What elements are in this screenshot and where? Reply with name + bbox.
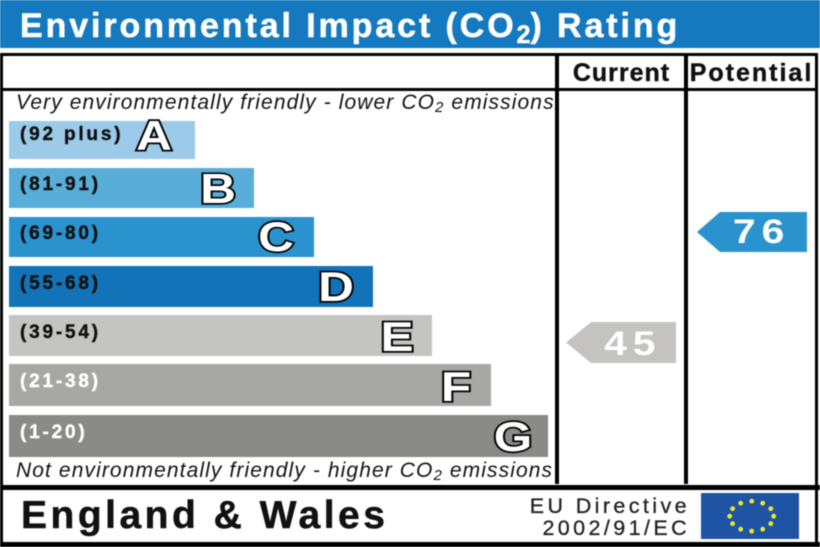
svg-text:G: G: [494, 413, 533, 461]
svg-text:E: E: [380, 313, 413, 361]
svg-text:D: D: [318, 263, 354, 311]
svg-text:76: 76: [733, 212, 790, 250]
svg-text:F: F: [441, 363, 471, 411]
svg-text:C: C: [258, 213, 294, 261]
svg-text:B: B: [200, 165, 236, 213]
svg-text:45: 45: [604, 324, 661, 362]
svg-text:A: A: [136, 112, 172, 160]
